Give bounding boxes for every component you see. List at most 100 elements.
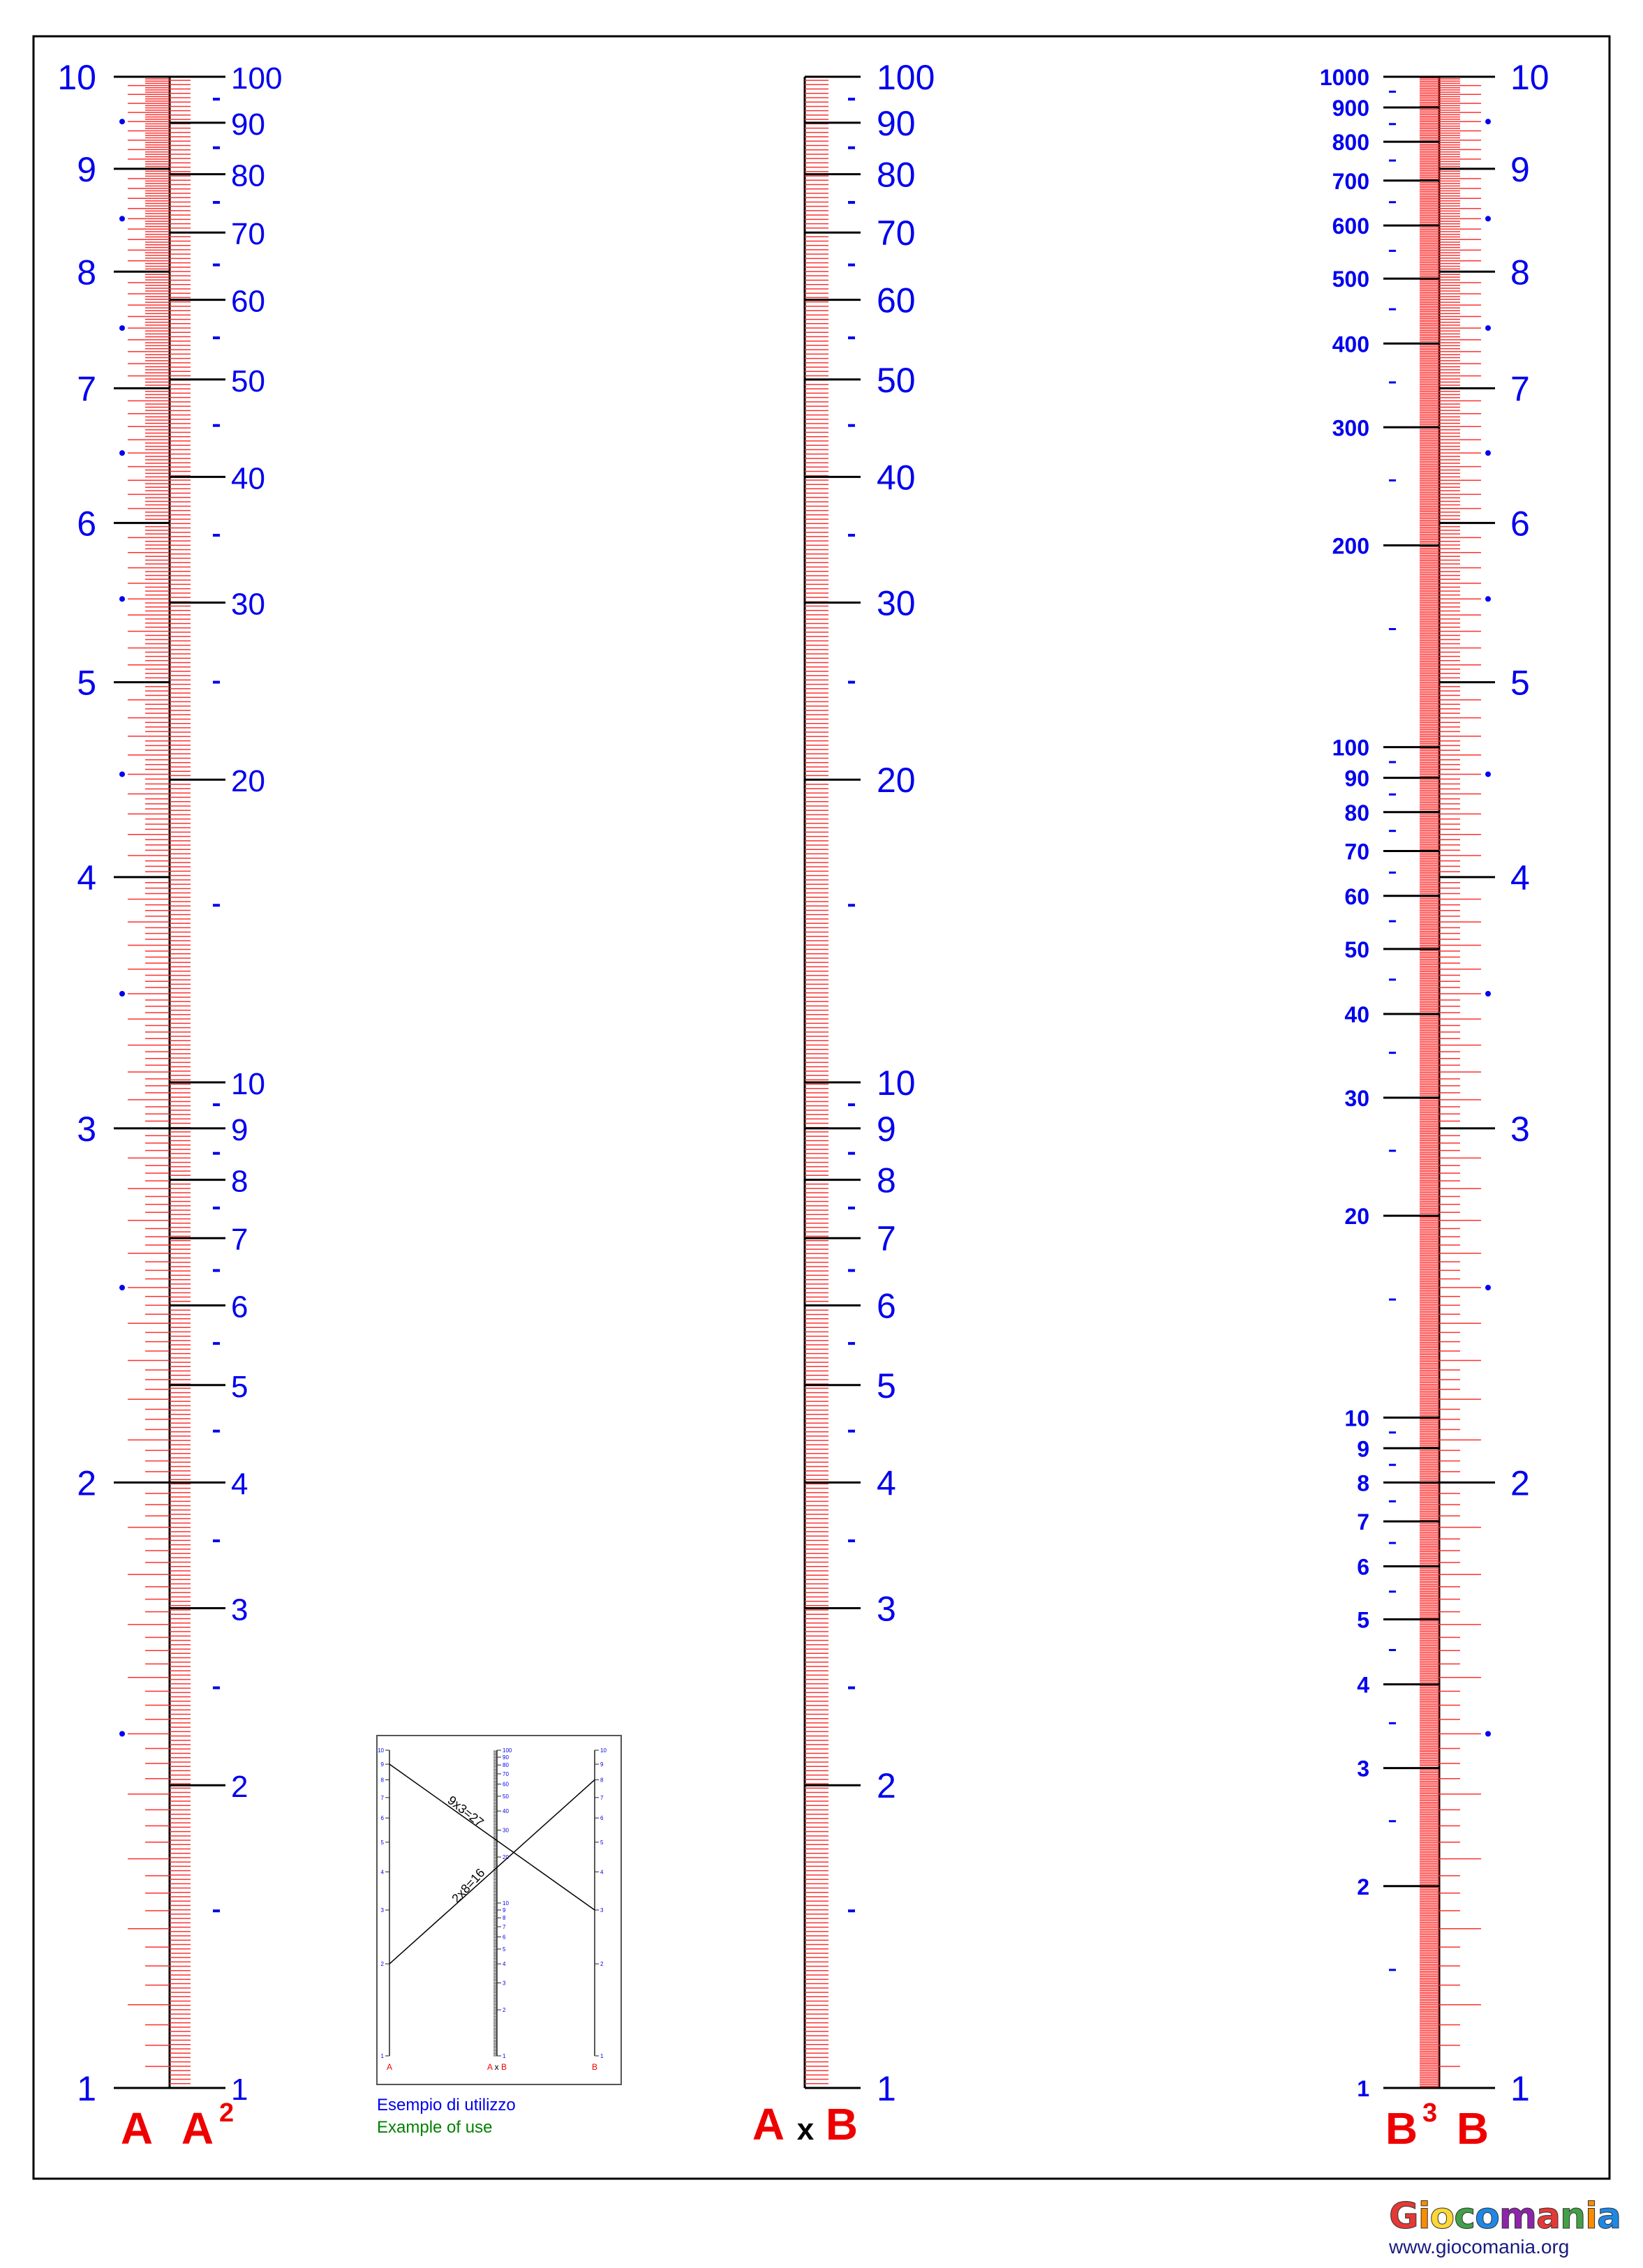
tick-label-b3: 1 <box>1357 2076 1369 2101</box>
tick-label-b: 3 <box>1510 1110 1530 1149</box>
tick-label-a: 7 <box>77 369 96 408</box>
tick-label-b3: 7 <box>1357 1509 1369 1535</box>
dot-b-half <box>1485 1731 1491 1737</box>
example-tick-label: 4 <box>381 1869 385 1875</box>
label-b: B <box>1457 2103 1489 2154</box>
tick-label-b3: 70 <box>1344 839 1369 864</box>
example-tick-label: 8 <box>503 1915 506 1921</box>
example-tick-label: 9 <box>381 1761 385 1768</box>
dot-a-half <box>119 325 125 331</box>
tick-label-b3: 3 <box>1357 1756 1369 1782</box>
example-axis-label-product: A x B <box>487 2062 507 2072</box>
site-url[interactable]: www.giocomania.org <box>1389 2236 1570 2258</box>
example-caption-en: Example of use <box>377 2118 492 2137</box>
tick-label-b3: 800 <box>1332 130 1369 155</box>
tick-label-b3: 9 <box>1357 1436 1369 1461</box>
example-tick-label: 5 <box>600 1840 604 1846</box>
example-tick-label: 9 <box>503 1907 506 1913</box>
example-tick-label: 40 <box>503 1808 509 1814</box>
tick-label-b: 9 <box>1510 150 1530 189</box>
dot-a-half <box>119 450 125 456</box>
example-tick-label: 3 <box>503 1980 506 1987</box>
tick-label-b3: 400 <box>1332 331 1369 357</box>
label-product-a: A <box>752 2099 785 2149</box>
tick-label-a: 2 <box>77 1463 96 1502</box>
dot-a-half <box>119 1731 125 1737</box>
label-b3: B <box>1385 2103 1418 2154</box>
tick-label-a2: 3 <box>231 1592 248 1627</box>
tick-label-product: 40 <box>877 458 916 497</box>
tick-label-b3: 500 <box>1332 267 1369 292</box>
tick-label-a2: 80 <box>231 159 265 193</box>
example-tick-label: 8 <box>381 1777 385 1783</box>
tick-label-a2: 8 <box>231 1165 248 1199</box>
tick-label-product: 8 <box>877 1161 896 1200</box>
page-border <box>32 35 1611 2180</box>
example-tick-label: 6 <box>503 1934 506 1941</box>
tick-label-b3: 30 <box>1344 1086 1369 1111</box>
dot-a-half <box>119 216 125 222</box>
tick-label-a2: 60 <box>231 285 265 319</box>
example-tick-label: 20 <box>503 1854 509 1860</box>
example-tick-label: 7 <box>381 1795 385 1801</box>
tick-label-a2: 2 <box>231 1770 248 1804</box>
example-tick-label: 3 <box>600 1907 604 1913</box>
tick-label-product: 80 <box>877 156 916 195</box>
label-product-x: x <box>797 2112 815 2147</box>
dot-b-half <box>1485 1285 1491 1291</box>
tick-label-b3: 200 <box>1332 533 1369 558</box>
tick-label-b3: 2 <box>1357 1874 1369 1900</box>
tick-label-a2: 50 <box>231 364 265 398</box>
tick-label-b: 6 <box>1510 504 1530 543</box>
label-product-b: B <box>826 2099 858 2149</box>
tick-label-b: 5 <box>1510 664 1530 703</box>
dot-a-half <box>119 1285 125 1291</box>
example-inset: 1234567891012345678910123456789102030405… <box>376 1735 622 2137</box>
example-axis-label: A <box>387 2062 392 2072</box>
giocomania-logo[interactable]: Giocomania www.giocomania.org <box>1389 2197 1622 2260</box>
dot-a-half <box>119 990 125 997</box>
label-a2-sup: 2 <box>219 2098 234 2128</box>
tick-label-b3: 1000 <box>1320 65 1369 90</box>
tick-label-b: 2 <box>1510 1463 1530 1502</box>
label-a: A <box>121 2103 153 2154</box>
tick-label-a: 9 <box>77 150 96 189</box>
tick-label-a2: 90 <box>231 107 265 142</box>
example-tick-label: 100 <box>503 1747 512 1754</box>
tick-label-product: 1 <box>877 2069 896 2108</box>
dot-b-half <box>1485 596 1491 602</box>
tick-label-b3: 50 <box>1344 937 1369 962</box>
tick-label-b3: 40 <box>1344 1002 1369 1027</box>
tick-label-product: 7 <box>877 1219 896 1258</box>
tick-label-product: 100 <box>877 58 935 97</box>
tick-label-b3: 80 <box>1344 800 1369 826</box>
tick-label-a2: 9 <box>231 1113 248 1147</box>
tick-label-product: 6 <box>877 1287 896 1326</box>
tick-label-b3: 10 <box>1344 1405 1369 1431</box>
tick-label-product: 5 <box>877 1366 896 1405</box>
example-tick-label: 1 <box>381 2053 385 2059</box>
label-b3-sup: 3 <box>1422 2098 1437 2128</box>
example-tick-label: 10 <box>600 1747 607 1754</box>
tick-label-a: 5 <box>77 664 96 703</box>
tick-label-a2: 40 <box>231 461 265 495</box>
tick-label-a2: 1 <box>231 2073 248 2107</box>
tick-label-product: 90 <box>877 104 916 143</box>
tick-label-product: 30 <box>877 583 916 622</box>
example-tick-label: 10 <box>503 1900 509 1907</box>
dot-a-half <box>119 771 125 777</box>
tick-label-b: 1 <box>1510 2069 1530 2108</box>
tick-label-a2: 6 <box>231 1290 248 1325</box>
example-tick-label: 2 <box>381 1961 385 1967</box>
example-tick-label: 80 <box>503 1762 509 1768</box>
example-tick-label: 1 <box>503 2053 506 2059</box>
example-tick-label: 50 <box>503 1793 509 1800</box>
tick-label-product: 50 <box>877 361 916 400</box>
tick-label-a: 6 <box>77 504 96 543</box>
tick-label-a2: 7 <box>231 1223 248 1257</box>
tick-label-a2: 4 <box>231 1467 248 1501</box>
tick-label-b: 7 <box>1510 369 1530 408</box>
dot-b-half <box>1485 450 1491 456</box>
tick-label-a: 10 <box>57 58 96 97</box>
tick-label-a: 1 <box>77 2069 96 2108</box>
